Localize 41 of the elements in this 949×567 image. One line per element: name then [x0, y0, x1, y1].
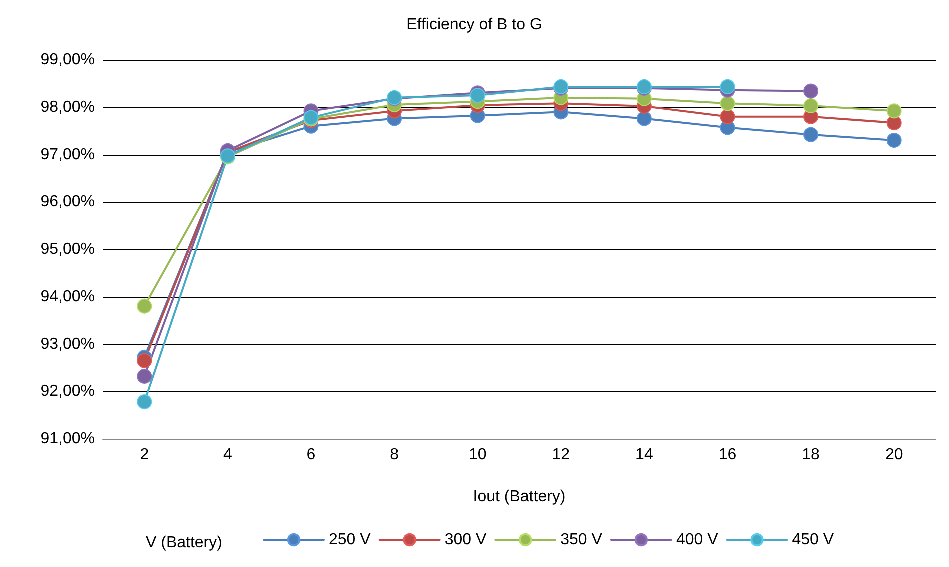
chart-title: Efficiency of B to G	[406, 16, 542, 34]
x-tick-label: 6	[306, 446, 316, 464]
y-tick-label: 92,00%	[40, 383, 95, 400]
x-tick-label: 20	[885, 446, 904, 464]
point	[636, 111, 652, 126]
x-tick-label: 16	[718, 446, 737, 464]
legend-label: 400 V	[676, 532, 719, 548]
point	[137, 368, 152, 384]
x-tick-label: 8	[390, 446, 400, 464]
x-tick-label: 2	[140, 446, 150, 464]
point	[720, 109, 736, 124]
y-tick-label: 98,00%	[40, 98, 95, 116]
point	[137, 298, 152, 314]
point	[804, 84, 819, 99]
point	[720, 96, 736, 112]
point	[137, 353, 152, 368]
y-tick-label: 94,00%	[40, 288, 95, 306]
legend-label: 250 V	[329, 532, 372, 548]
y-tick-label: 93,00%	[40, 336, 95, 353]
y-tick-label: 91,00%	[40, 430, 95, 448]
legend-label: 450 V	[792, 532, 834, 548]
x-tick-label: 18	[802, 446, 820, 464]
legend-label: 300 V	[444, 532, 487, 548]
point	[804, 98, 819, 114]
y-tick-label: 95,00%	[40, 241, 95, 258]
point	[886, 116, 902, 131]
y-tick-label: 97,00%	[40, 146, 95, 164]
x-tick-label: 10	[468, 446, 487, 464]
y-tick-label: 96,00%	[40, 194, 95, 211]
point	[804, 127, 819, 142]
x-tick-label: 4	[223, 446, 232, 464]
point	[886, 104, 902, 119]
point	[720, 80, 736, 94]
point	[886, 133, 902, 148]
x-tick-label: 14	[636, 446, 654, 464]
x-tick-label: 12	[552, 446, 570, 464]
legend-label: 350 V	[560, 532, 603, 548]
point	[137, 394, 152, 410]
y-tick-label: 99,00%	[40, 52, 95, 68]
x-axis-title: Iout (Battery)	[473, 488, 566, 506]
legend-title: V (Battery)	[146, 534, 222, 552]
